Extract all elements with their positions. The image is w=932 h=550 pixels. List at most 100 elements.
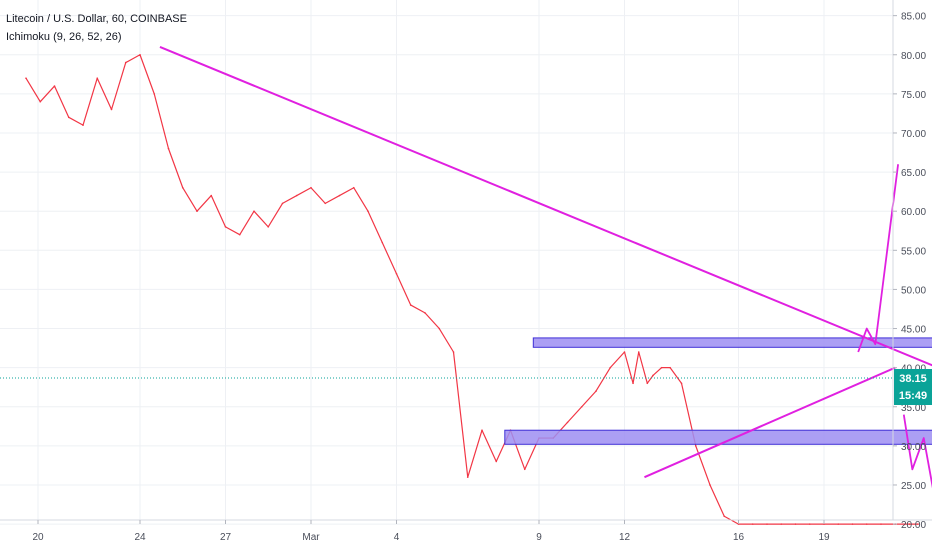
price-point: [466, 476, 469, 478]
price-point: [609, 366, 612, 369]
price-point: [766, 523, 768, 525]
last-price-label: 38.15 15:49: [894, 369, 932, 405]
time-tick-label: 9: [536, 532, 542, 543]
price-point: [723, 515, 726, 518]
price-point: [124, 61, 127, 64]
drawings: [159, 46, 932, 517]
time-tick-label: 12: [619, 532, 631, 543]
indicator-label[interactable]: Ichimoku (9, 26, 52, 26): [6, 31, 122, 43]
price-tick-label: 55.00: [901, 246, 926, 257]
price-point: [310, 186, 312, 189]
price-point: [281, 202, 284, 205]
price-tick-label: 80.00: [901, 51, 926, 62]
price-point: [253, 210, 255, 212]
price-point: [566, 421, 569, 424]
zone-0[interactable]: [532, 337, 932, 348]
price-point: [67, 116, 70, 119]
price-tick-label: 30.00: [901, 442, 926, 453]
time-tick-label: 20: [32, 532, 44, 543]
price-tick-label: 25.00: [901, 481, 926, 492]
price-point: [523, 468, 526, 471]
time-tick-label: 19: [818, 532, 830, 543]
price-point: [224, 226, 227, 228]
price-point: [181, 186, 184, 189]
time-tick-label: 27: [220, 532, 232, 543]
price-point: [851, 523, 854, 525]
price-point: [580, 405, 583, 408]
price-point: [409, 304, 412, 306]
price-tick-label: 20.00: [901, 520, 926, 531]
price-point: [880, 523, 882, 525]
price-axis[interactable]: 85.00 80.00 75.00 70.00 65.00 60.00 55.00 50.00…: [892, 0, 926, 531]
price-tick-label: 60.00: [901, 207, 926, 218]
price-tick-label: 45.00: [901, 325, 926, 336]
price-point: [865, 523, 868, 525]
price-point: [495, 460, 498, 463]
bar-countdown: 15:49: [899, 390, 927, 402]
price-point: [680, 382, 683, 385]
price-tick-label: 35.00: [901, 403, 926, 414]
price-point: [25, 77, 27, 80]
price-point: [438, 327, 441, 330]
price-point: [381, 241, 384, 244]
projection-1[interactable]: [902, 414, 932, 517]
price-point: [53, 85, 56, 87]
price-point: [908, 523, 911, 525]
price-point: [808, 523, 811, 525]
price-point: [167, 147, 170, 150]
price-point: [481, 429, 483, 432]
price-tick-label: 70.00: [901, 129, 926, 140]
chart-legend: Litecoin / U.S. Dollar, 60, COINBASE Ich…: [6, 10, 187, 46]
price-tick-label: 65.00: [901, 168, 926, 179]
price-point: [709, 484, 711, 486]
price-point: [338, 194, 341, 197]
price-point: [39, 100, 42, 103]
price-point: [153, 93, 156, 95]
price-point: [196, 210, 198, 212]
price-point: [694, 445, 697, 447]
last-price-value: 38.15: [899, 373, 927, 385]
projection-0[interactable]: [857, 164, 899, 353]
price-tick-label: 75.00: [901, 90, 926, 101]
price-point: [794, 523, 797, 525]
price-point: [452, 351, 455, 353]
last-price-badge: [894, 369, 932, 405]
price-point: [324, 202, 327, 205]
price-point: [917, 523, 919, 525]
price-point: [623, 351, 626, 353]
price-point: [424, 312, 426, 314]
price-point: [632, 382, 634, 385]
price-point: [139, 53, 141, 56]
price-point: [595, 390, 597, 392]
price-tick-label: 50.00: [901, 285, 926, 296]
price-point: [637, 351, 640, 353]
time-axis[interactable]: 202427Mar49121619232629Apr: [0, 519, 932, 543]
zone-1[interactable]: [504, 429, 932, 445]
price-point: [395, 272, 398, 275]
price-point: [352, 186, 355, 189]
price-point: [267, 226, 270, 228]
price-point: [238, 233, 241, 236]
symbol-title[interactable]: Litecoin / U.S. Dollar, 60, COINBASE: [6, 13, 187, 25]
price-point: [96, 77, 99, 80]
trendline-0[interactable]: [159, 46, 932, 391]
price-tick-label: 85.00: [901, 12, 926, 23]
price-point: [751, 523, 754, 525]
time-tick-label: 16: [733, 532, 745, 543]
time-tick-label: Mar: [302, 532, 320, 543]
time-tick-label: 24: [134, 532, 146, 543]
price-point: [210, 194, 213, 197]
price-point: [669, 366, 671, 369]
price-point: [295, 194, 298, 197]
price-point: [110, 108, 113, 111]
trendline-1[interactable]: [644, 366, 896, 479]
price-point: [660, 366, 663, 369]
price-point: [82, 124, 84, 126]
price-series: [25, 53, 919, 525]
price-point: [780, 523, 783, 525]
price-point: [646, 382, 649, 385]
time-tick-label: 4: [394, 532, 400, 543]
price-point: [652, 374, 654, 377]
price-point: [367, 210, 369, 212]
